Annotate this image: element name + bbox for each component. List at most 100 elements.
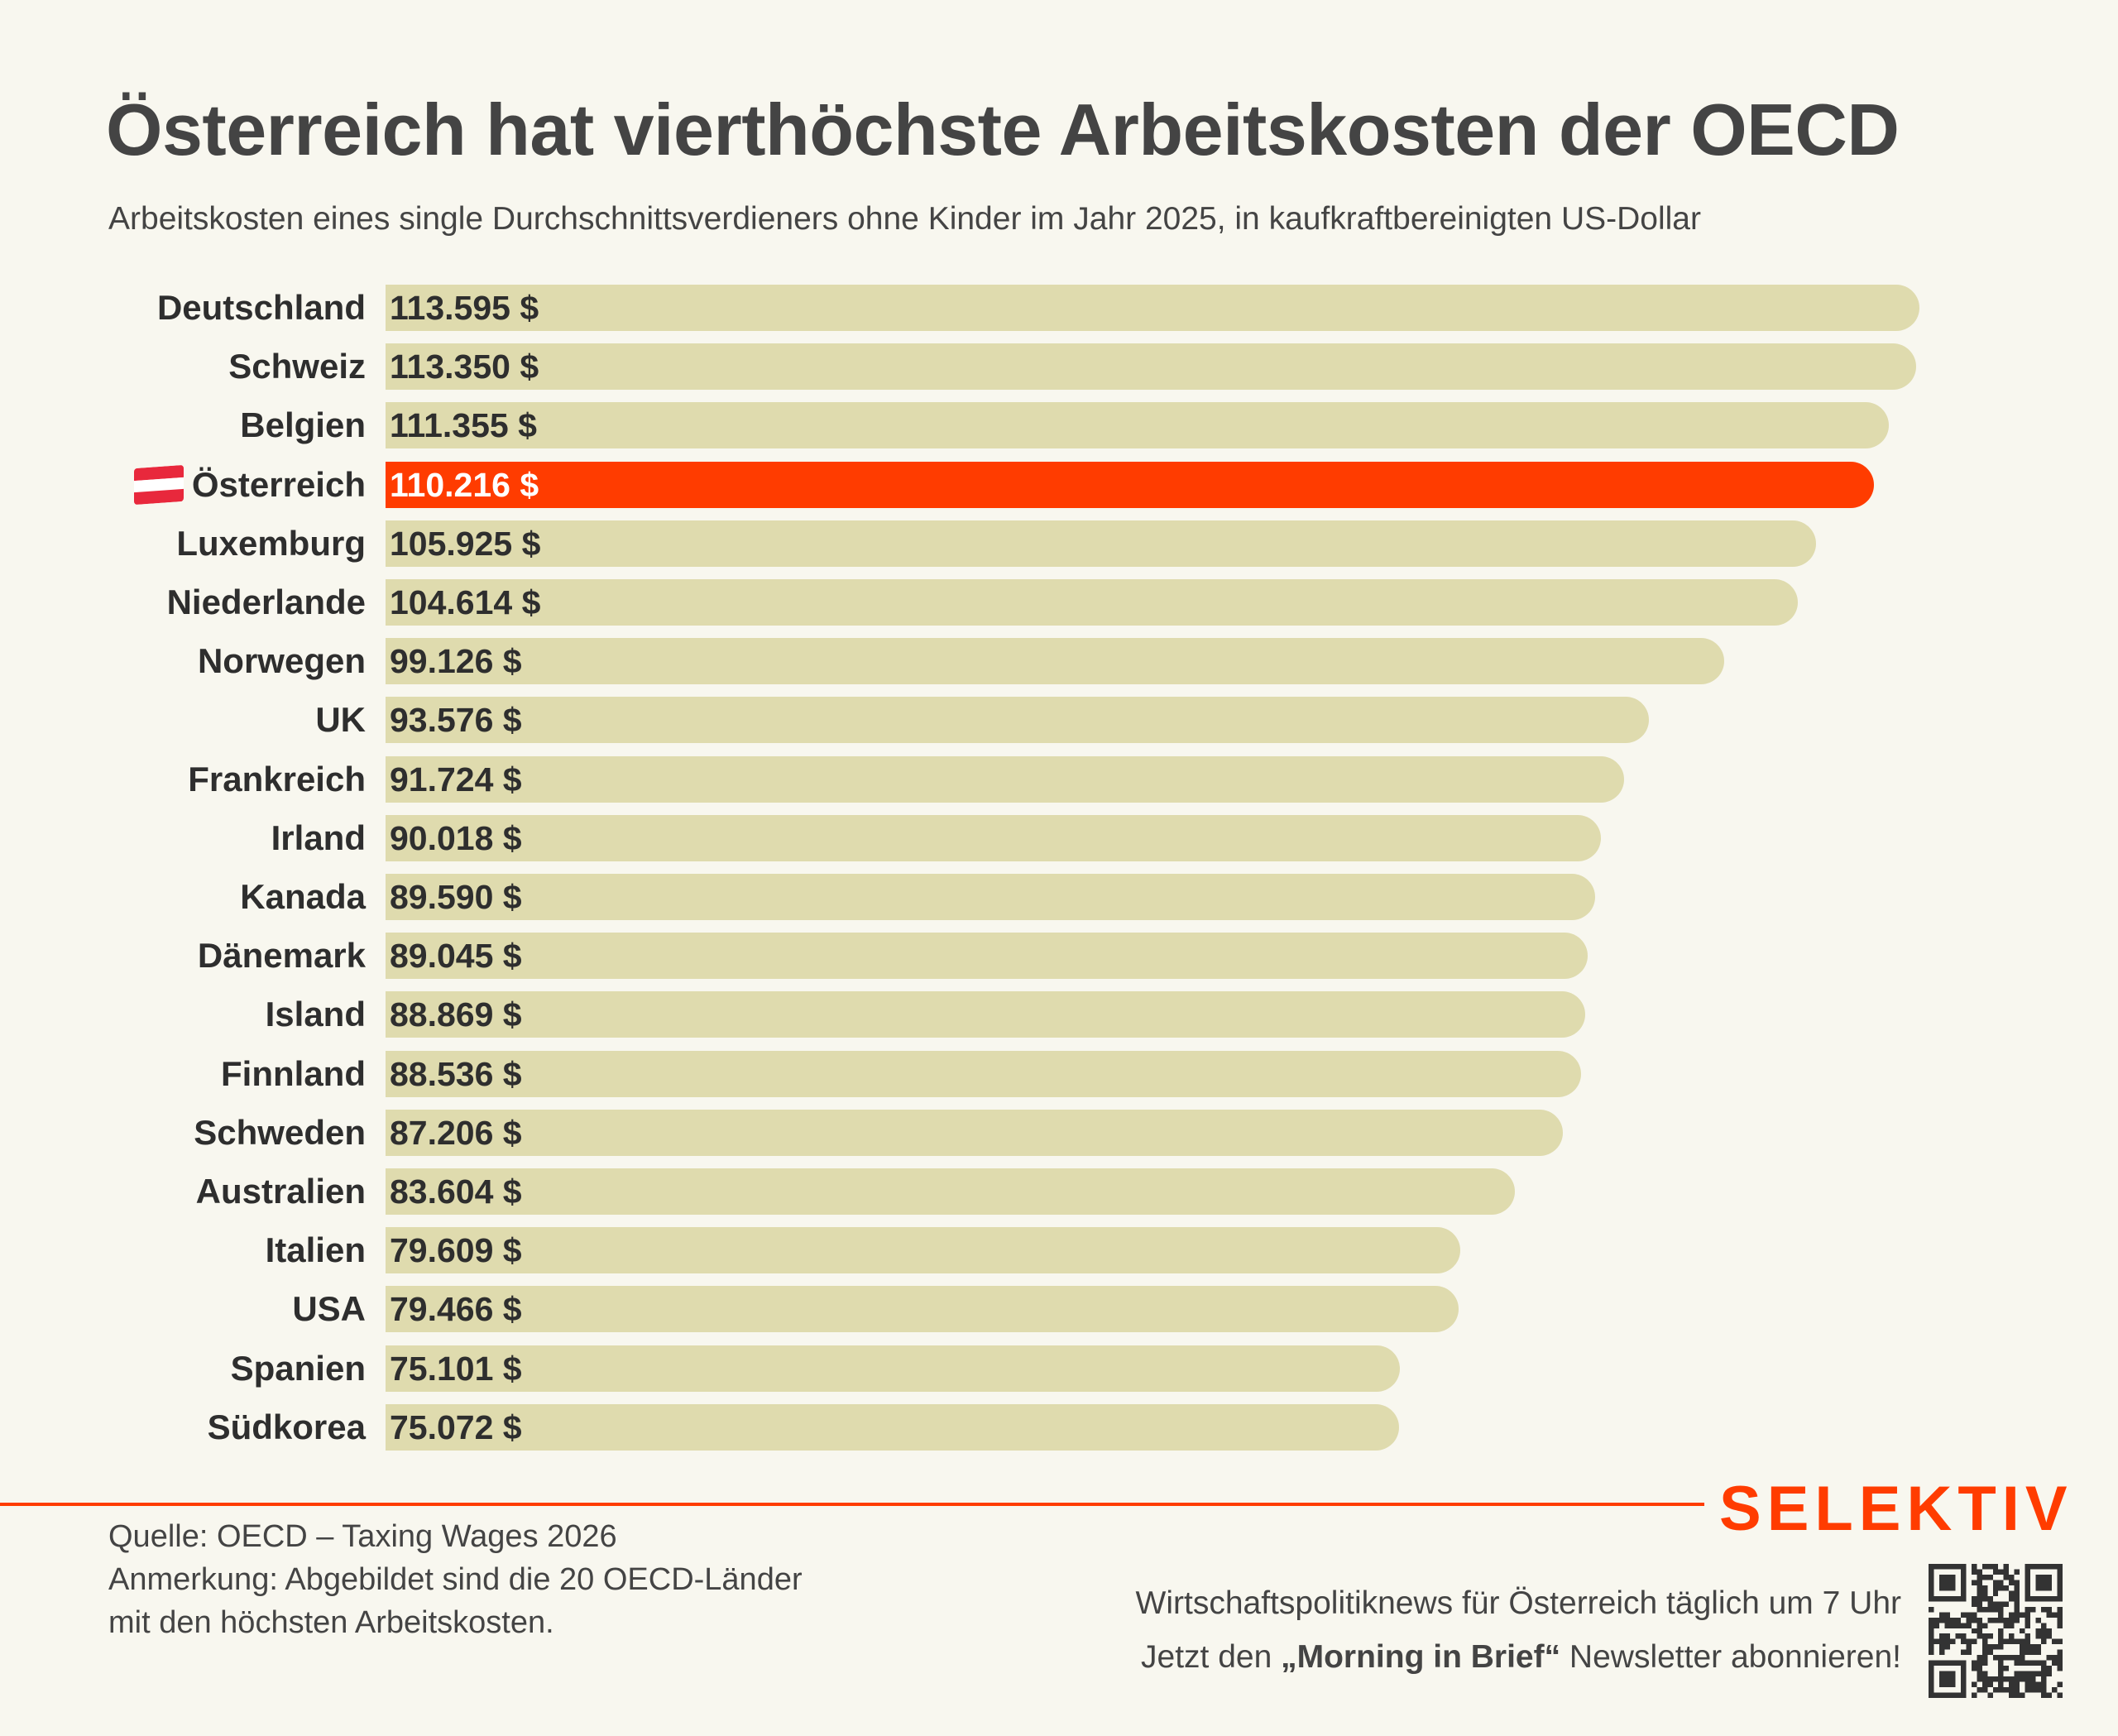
bar-row: Schweiz 113.350 $ bbox=[0, 343, 2118, 391]
bar[interactable] bbox=[386, 1168, 1515, 1215]
category-label-text: Deutschland bbox=[156, 288, 366, 327]
bar[interactable] bbox=[386, 343, 1916, 391]
data-label: 79.609 $ bbox=[390, 1231, 522, 1270]
bar-row: Belgien 111.355 $ bbox=[0, 402, 2118, 449]
category-label: Australien bbox=[196, 1168, 366, 1215]
newsletter-name[interactable]: „Morning in Brief“ bbox=[1281, 1639, 1561, 1675]
qr-code-icon[interactable] bbox=[1929, 1564, 2063, 1698]
category-label-text: Luxemburg bbox=[176, 523, 366, 563]
category-label-text: Niederlande bbox=[166, 583, 366, 621]
promo-text-line2: Jetzt den „Morning in Brief“ Newsletter … bbox=[1141, 1639, 1901, 1676]
bar-row: Island 88.869 $ bbox=[0, 991, 2118, 1038]
category-label-text: Belgien bbox=[240, 405, 366, 445]
category-label-text: USA bbox=[292, 1289, 366, 1329]
bar[interactable] bbox=[386, 1345, 1400, 1392]
category-label: Niederlande bbox=[167, 579, 366, 626]
bar[interactable] bbox=[386, 520, 1816, 567]
footer-divider bbox=[0, 1503, 1704, 1506]
bar-row: Finnland 88.536 $ bbox=[0, 1050, 2118, 1097]
bar-row: Norwegen 99.126 $ bbox=[0, 638, 2118, 685]
data-label: 93.576 $ bbox=[390, 701, 522, 740]
bar[interactable] bbox=[386, 1403, 1400, 1451]
data-label: 91.724 $ bbox=[390, 760, 522, 798]
category-label-text: Norwegen bbox=[197, 641, 366, 681]
austria-flag-icon bbox=[133, 464, 184, 505]
bar[interactable] bbox=[386, 874, 1596, 920]
bar-row: UK 93.576 $ bbox=[0, 697, 2118, 744]
category-label: Italien bbox=[266, 1227, 366, 1273]
bar[interactable] bbox=[386, 1109, 1564, 1156]
category-label: Belgien bbox=[240, 402, 366, 448]
brand-logo[interactable]: SELEKTIV bbox=[1719, 1474, 2073, 1544]
data-label: 88.869 $ bbox=[390, 995, 522, 1034]
category-label: Deutschland bbox=[157, 285, 366, 331]
category-label: Spanien bbox=[231, 1345, 366, 1392]
category-label-text: Schweiz bbox=[228, 347, 366, 386]
data-label: 89.045 $ bbox=[390, 937, 522, 976]
category-label-text: Frankreich bbox=[188, 759, 366, 798]
bar-row: Schweden 87.206 $ bbox=[0, 1109, 2118, 1156]
bar-row: Italien 79.609 $ bbox=[0, 1227, 2118, 1274]
bar-highlight[interactable] bbox=[386, 461, 1874, 508]
data-label: 75.072 $ bbox=[390, 1408, 522, 1446]
data-label: 90.018 $ bbox=[390, 818, 522, 857]
category-label-text: Dänemark bbox=[197, 936, 366, 976]
data-label: 88.536 $ bbox=[390, 1054, 522, 1093]
category-label: Finnland bbox=[221, 1051, 366, 1097]
source-note: Quelle: OECD – Taxing Wages 2026 bbox=[108, 1519, 617, 1554]
chart-title: Österreich hat vierthöchste Arbeitskoste… bbox=[106, 89, 1900, 170]
category-label-text: Kanada bbox=[240, 877, 366, 916]
bar[interactable] bbox=[386, 755, 1625, 803]
category-label: Island bbox=[266, 991, 366, 1038]
category-label-text: Island bbox=[265, 995, 366, 1034]
promo-prefix: Jetzt den bbox=[1141, 1639, 1282, 1675]
category-label: Südkorea bbox=[208, 1404, 366, 1451]
category-label-text: Südkorea bbox=[207, 1407, 366, 1446]
data-label: 89.590 $ bbox=[390, 878, 522, 916]
remark-note-line2: mit den höchsten Arbeitskosten. bbox=[108, 1605, 554, 1640]
data-label: 99.126 $ bbox=[390, 642, 522, 681]
bar-row: Frankreich 91.724 $ bbox=[0, 755, 2118, 803]
category-label-text: Italien bbox=[265, 1230, 366, 1270]
category-label: UK bbox=[315, 697, 366, 743]
bar[interactable] bbox=[386, 814, 1602, 861]
bar[interactable] bbox=[386, 579, 1799, 626]
category-label-text: Schweden bbox=[194, 1112, 366, 1152]
data-label: 75.101 $ bbox=[390, 1349, 522, 1388]
bar[interactable] bbox=[386, 1227, 1461, 1274]
category-label: Kanada bbox=[240, 874, 366, 920]
bar-row: USA 79.466 $ bbox=[0, 1286, 2118, 1333]
bar[interactable] bbox=[386, 1050, 1581, 1097]
data-label: 79.466 $ bbox=[390, 1290, 522, 1329]
bar[interactable] bbox=[386, 933, 1588, 980]
data-label: 104.614 $ bbox=[390, 583, 541, 621]
chart-subtitle: Arbeitskosten eines single Durchschnitts… bbox=[108, 201, 1701, 237]
category-label: Irland bbox=[271, 815, 366, 861]
bar[interactable] bbox=[386, 991, 1586, 1038]
bar-row: Niederlande 104.614 $ bbox=[0, 579, 2118, 626]
data-label: 111.355 $ bbox=[390, 406, 537, 445]
bar[interactable] bbox=[386, 697, 1650, 744]
category-label: Schweiz bbox=[228, 343, 366, 390]
category-label-text: Australien bbox=[195, 1172, 366, 1211]
bar-row: Irland 90.018 $ bbox=[0, 814, 2118, 861]
category-label-text: Österreich bbox=[191, 464, 366, 504]
bar-row: Australien 83.604 $ bbox=[0, 1168, 2118, 1215]
category-label-text: UK bbox=[315, 700, 366, 740]
category-label: Norwegen bbox=[198, 638, 366, 684]
category-label: Luxemburg bbox=[176, 520, 366, 567]
bar[interactable] bbox=[386, 1286, 1459, 1333]
promo-text-line1: Wirtschaftspolitiknews für Österreich tä… bbox=[1135, 1585, 1901, 1621]
category-label-text: Spanien bbox=[230, 1348, 366, 1388]
bar[interactable] bbox=[386, 402, 1890, 449]
category-label-text: Irland bbox=[271, 818, 366, 857]
category-label: Frankreich bbox=[188, 756, 366, 803]
bar[interactable] bbox=[386, 285, 1919, 331]
bar-row: Österreich 110.216 $ bbox=[0, 461, 2118, 508]
bar[interactable] bbox=[386, 638, 1724, 685]
promo-suffix: Newsletter abonnieren! bbox=[1560, 1639, 1901, 1675]
data-label: 87.206 $ bbox=[390, 1113, 522, 1152]
remark-note-line1: Anmerkung: Abgebildet sind die 20 OECD-L… bbox=[108, 1562, 803, 1597]
category-label: Dänemark bbox=[198, 933, 366, 979]
category-label-text: Finnland bbox=[221, 1053, 366, 1093]
